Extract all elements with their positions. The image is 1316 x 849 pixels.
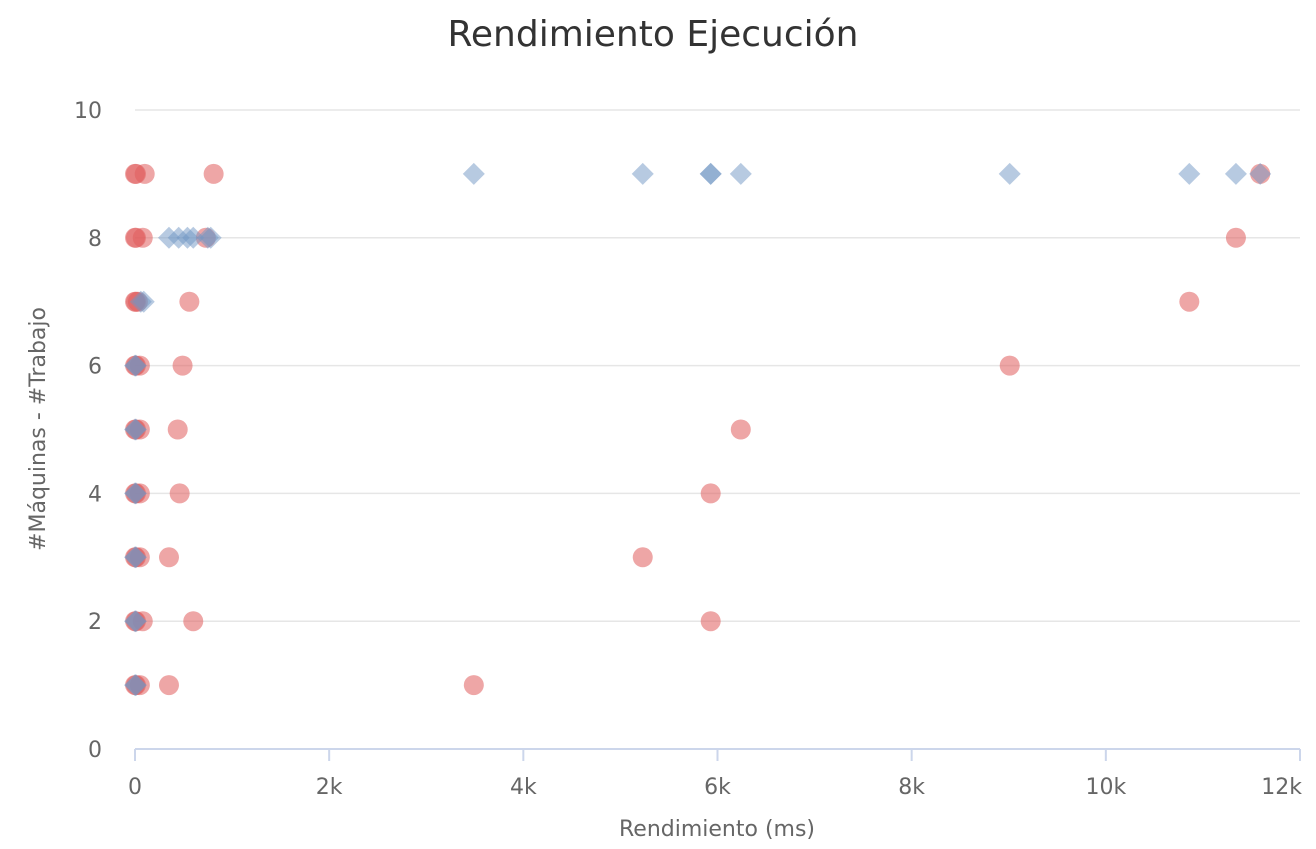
data-point-circle [158, 675, 179, 696]
data-point-diamond [1224, 162, 1247, 185]
y-tick-label: 0 [88, 738, 102, 763]
data-point-diamond [699, 162, 722, 185]
y-tick-label: 6 [88, 355, 102, 380]
chart-title: Rendimiento Ejecución [448, 14, 859, 55]
data-point-diamond [631, 162, 654, 185]
data-point-diamond [132, 290, 155, 313]
data-point-circle [167, 419, 188, 440]
data-point-circle [1225, 227, 1246, 248]
grid-lines [135, 109, 1300, 622]
data-point-diamond [462, 162, 485, 185]
x-tick-label: 2k [316, 775, 343, 800]
data-point-circle [700, 611, 721, 632]
x-axis-label: Rendimiento (ms) [619, 817, 815, 842]
data-point-circle [132, 227, 153, 248]
x-tick-label: 6k [704, 775, 731, 800]
x-tick-label: 4k [510, 775, 537, 800]
data-point-circle [172, 355, 193, 376]
data-point-circle [169, 483, 190, 504]
data-point-diamond [124, 610, 147, 633]
data-point-diamond [182, 226, 205, 249]
data-point-diamond [124, 482, 147, 505]
x-axis: 0 2k 4k 6k 8k 10k 12k [128, 748, 1302, 800]
data-point-circle [179, 291, 200, 312]
data-point-circle [700, 483, 721, 504]
x-tick-label: 10k [1085, 775, 1126, 800]
data-point-diamond [998, 162, 1021, 185]
data-point-circle [730, 419, 751, 440]
data-point-diamond [1178, 162, 1201, 185]
x-tick-label: 0 [128, 775, 142, 800]
data-point-circle [203, 163, 224, 184]
y-tick-label: 4 [88, 482, 102, 507]
data-point-circle [1179, 291, 1200, 312]
y-axis-label: #Máquinas - #Trabajo [26, 307, 51, 551]
data-point-diamond [124, 354, 147, 377]
data-point-circle [158, 547, 179, 568]
data-point-diamond [199, 226, 222, 249]
y-tick-label: 8 [88, 227, 102, 252]
data-point-circle [134, 163, 155, 184]
y-tick-label: 10 [74, 99, 102, 124]
data-point-circle [463, 675, 484, 696]
data-points [124, 162, 1272, 697]
y-tick-label: 2 [88, 610, 102, 635]
data-point-diamond [124, 674, 147, 697]
data-point-circle [999, 355, 1020, 376]
data-point-diamond [1249, 162, 1272, 185]
y-axis: 0 2 4 6 8 10 [74, 99, 102, 763]
data-point-diamond [124, 418, 147, 441]
data-point-diamond [729, 162, 752, 185]
data-point-circle [183, 611, 204, 632]
x-tick-label: 8k [898, 775, 925, 800]
x-tick-label: 12k [1261, 775, 1302, 800]
data-point-circle [632, 547, 653, 568]
data-point-diamond [124, 546, 147, 569]
